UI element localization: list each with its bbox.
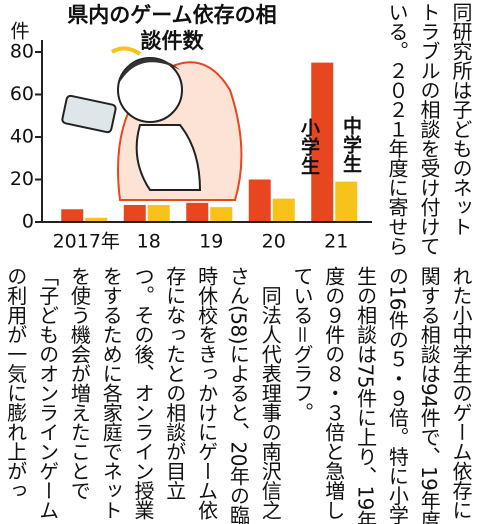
- y-tick-label: 20: [10, 168, 34, 190]
- x-tick-label: 19: [199, 231, 223, 253]
- x-tick-label: 2017年: [53, 231, 120, 253]
- page: 件 0 20 40 60 80 2017年 18 19 20 21 県内のゲーム依存の相談件数 小学…: [0, 0, 478, 524]
- illustration: [62, 48, 242, 200]
- text-column: 存になったとの相談が目立: [160, 266, 190, 524]
- x-tick-label: 20: [262, 231, 286, 253]
- text-column: の16件の５・９倍。特に小学: [382, 266, 412, 524]
- y-tick-label: 40: [10, 126, 34, 148]
- text-column: トラブルの相談を受け付けて: [414, 2, 444, 260]
- text-column: 同研究所は子どものネット: [446, 2, 476, 260]
- text-column: いる。２０２１年度に寄せら: [382, 2, 412, 260]
- y-tick-label: 60: [10, 83, 34, 105]
- bar: [249, 180, 271, 223]
- legend-label: 中学生: [340, 116, 362, 173]
- bar: [273, 199, 295, 222]
- text-column: 「子どものオンラインゲーム: [33, 266, 63, 524]
- bar: [148, 205, 170, 222]
- x-tick-label: 18: [137, 231, 161, 253]
- y-unit: 件: [10, 21, 29, 43]
- legend-label: 小学生: [298, 118, 320, 175]
- text-column: 時休校をきっかけにゲーム依: [192, 266, 222, 524]
- text-column: を使う機会が増えたことで: [64, 266, 94, 524]
- text-column: つ。その後、オンライン授業: [128, 266, 158, 524]
- text-column: 生の相談は75件に上り、19年: [351, 266, 381, 524]
- text-column: をするために各家庭でネット: [96, 266, 126, 524]
- bar: [335, 182, 357, 222]
- bar: [124, 205, 146, 222]
- y-tick-label: 0: [22, 211, 34, 233]
- bar: [61, 209, 83, 222]
- text-column: さん(58)によると、20年の臨: [223, 266, 253, 524]
- text-column: 同法人代表理事の南沢信之: [255, 266, 285, 524]
- x-tick-label: 21: [324, 231, 348, 253]
- chart-title: 県内のゲーム依存の相談件数: [62, 2, 282, 54]
- bar: [210, 207, 232, 222]
- text-column: 関する相談は94件で、19年度: [414, 266, 444, 524]
- text-column: の利用が一気に膨れ上がっ: [1, 266, 31, 524]
- text-column: 度の９件の８・３倍と急増し: [319, 266, 349, 524]
- bar: [186, 203, 208, 222]
- text-column: ている＝グラフ。: [287, 266, 317, 524]
- text-column: れた小中学生のゲーム依存に: [446, 266, 476, 524]
- y-tick-label: 80: [10, 41, 34, 63]
